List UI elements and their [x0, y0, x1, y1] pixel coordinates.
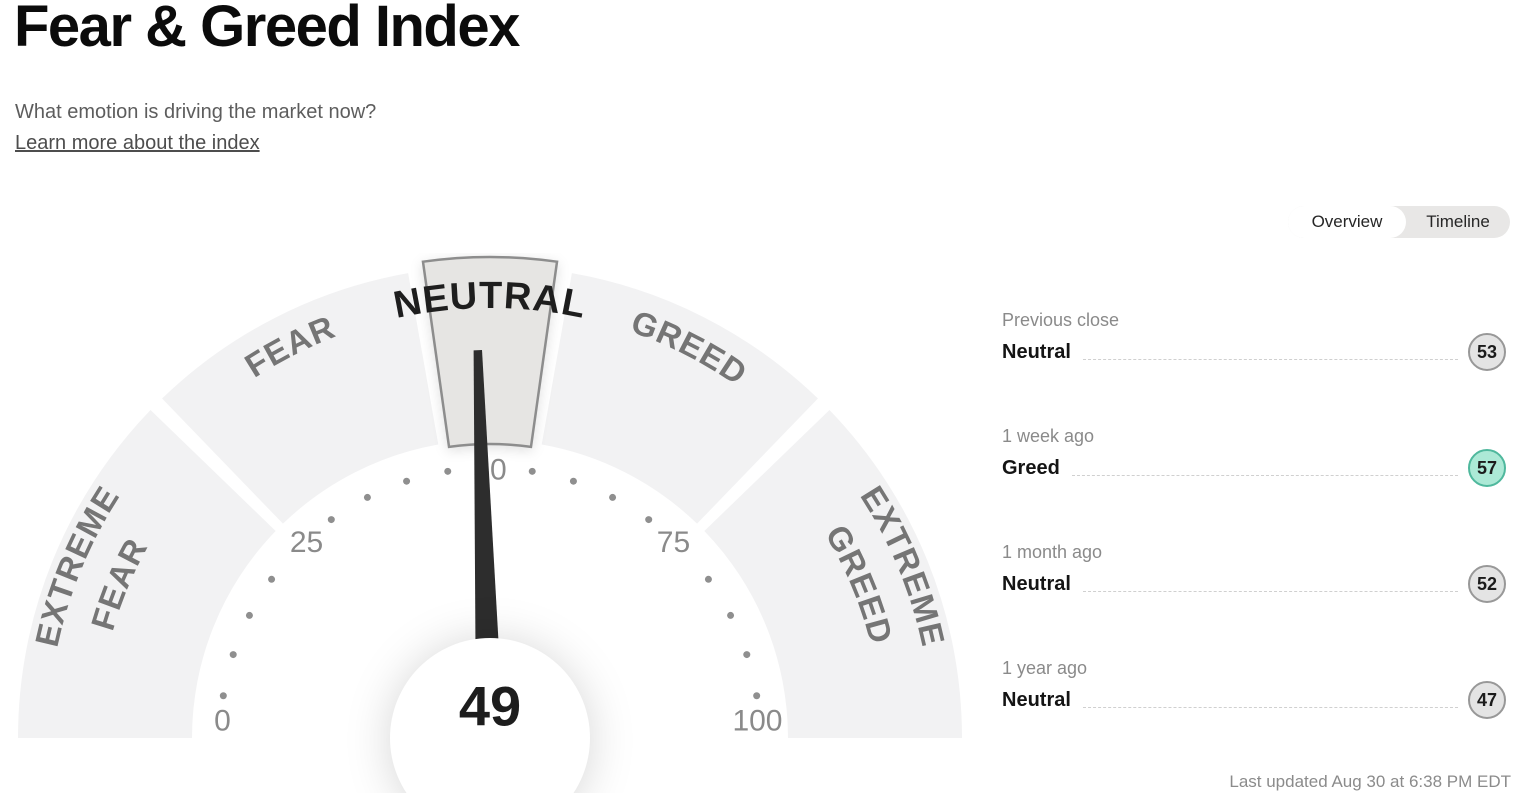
gauge-tick-dot: [645, 516, 653, 524]
gauge-segment-extreme-fear: [18, 410, 276, 738]
history-value: 57: [1476, 457, 1498, 478]
gauge-tick-dot: [229, 651, 237, 659]
dotted-leader: [1071, 474, 1458, 476]
gauge-tick-dot: [219, 692, 227, 700]
gauge-tick-dot: [704, 575, 712, 583]
gauge-value: 49: [459, 675, 521, 738]
gauge-tick-dot: [327, 516, 335, 524]
history-zone-label: Neutral: [1002, 340, 1071, 363]
gauge-segment-greed: [541, 273, 818, 524]
history-zone-label: Greed: [1002, 456, 1060, 479]
history-value-badge: 53: [1468, 333, 1506, 371]
gauge-segment-extreme-greed: [704, 410, 962, 738]
page-title: Fear & Greed Index: [14, 0, 520, 59]
history-value-badge: 57: [1468, 449, 1506, 487]
gauge-tick-dot: [363, 493, 371, 501]
last-updated-text: Last updated Aug 30 at 6:38 PM EDT: [1229, 772, 1511, 791]
history-value-badge: 52: [1468, 565, 1506, 603]
gauge-tick-dot: [727, 611, 735, 619]
history-period-label: 1 week ago: [1002, 426, 1095, 446]
gauge-tick-dot: [528, 467, 536, 475]
history-row-1-year: 1 year ago Neutral 47: [1002, 657, 1506, 719]
history-value: 47: [1476, 689, 1498, 710]
gauge-tick-dot: [245, 611, 253, 619]
dotted-leader: [1082, 358, 1458, 360]
gauge-hub: [390, 638, 590, 793]
gauge-tick-dot: [753, 692, 761, 700]
history-value-badge: 47: [1468, 681, 1506, 719]
gauge-tick-dot: [609, 493, 617, 501]
history-row-1-month: 1 month ago Neutral 52: [1002, 541, 1506, 603]
gauge-axis-label: 75: [657, 526, 690, 559]
gauge-segment-fear: [162, 273, 439, 524]
view-toggle: Overview Timeline: [1288, 206, 1510, 238]
history-value: 52: [1476, 573, 1498, 594]
dotted-leader: [1082, 590, 1458, 592]
tab-overview[interactable]: Overview: [1288, 206, 1406, 238]
dotted-leader: [1082, 706, 1458, 708]
history-period-label: Previous close: [1002, 310, 1120, 330]
history-period-label: 1 month ago: [1002, 542, 1103, 562]
history-value: 53: [1476, 341, 1498, 362]
history-zone-label: Neutral: [1002, 688, 1071, 711]
gauge-axis-label: 100: [732, 705, 782, 738]
gauge-axis-label: 0: [214, 705, 231, 738]
history-panel: Previous close Neutral 53 1 week ago Gre…: [1002, 309, 1506, 773]
history-zone-label: Neutral: [1002, 572, 1071, 595]
history-row-1-week: 1 week ago Greed 57: [1002, 425, 1506, 487]
history-row-previous-close: Previous close Neutral 53: [1002, 309, 1506, 371]
fear-greed-gauge: 0 25 50 75 100 EXTREME FEAR FEAR NEUTRAL GREED EXT…: [0, 253, 980, 793]
gauge-tick-dot: [569, 477, 577, 485]
gauge-needle: [473, 350, 500, 661]
tab-timeline[interactable]: Timeline: [1406, 206, 1510, 238]
page-subtitle: What emotion is driving the market now?: [15, 101, 377, 123]
gauge-axis-label: 25: [290, 526, 323, 559]
gauge-tick-dot: [403, 477, 411, 485]
learn-more-link[interactable]: Learn more about the index: [15, 132, 260, 154]
gauge-segment-neutral: [421, 255, 559, 449]
history-period-label: 1 year ago: [1002, 658, 1088, 678]
gauge-tick-dot: [444, 467, 452, 475]
gauge-tick-dot: [743, 651, 751, 659]
gauge-tick-dot: [268, 575, 276, 583]
